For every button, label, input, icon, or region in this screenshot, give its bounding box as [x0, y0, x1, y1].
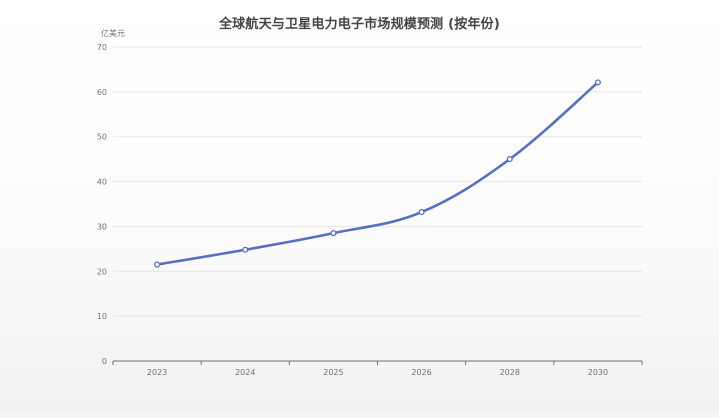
- data-point[interactable]: [242, 246, 249, 253]
- series-layer: [154, 79, 601, 268]
- y-tick-label: 30: [97, 222, 107, 231]
- data-point[interactable]: [330, 230, 337, 237]
- y-tick-label: 0: [102, 357, 107, 366]
- data-point[interactable]: [154, 261, 161, 268]
- series-line: [156, 81, 599, 266]
- y-tick-label: 10: [97, 312, 107, 321]
- y-tick-label: 20: [97, 267, 107, 276]
- data-point[interactable]: [418, 209, 425, 216]
- x-tick-label: 2030: [588, 368, 608, 377]
- y-tick-label: 40: [97, 178, 107, 187]
- y-tick-label: 50: [97, 133, 107, 142]
- data-point[interactable]: [594, 79, 601, 86]
- gridlines: [113, 46, 642, 317]
- x-tick-label: 2025: [323, 368, 343, 377]
- data-point[interactable]: [506, 156, 513, 163]
- x-tick-label: 2024: [235, 368, 255, 377]
- y-tick-label: 70: [97, 43, 107, 52]
- chart-title: 全球航天与卫星电力电子市场规模预测 (按年份): [218, 17, 500, 32]
- y-axis-unit-label: 亿美元: [101, 28, 125, 38]
- x-tick-label: 2023: [147, 368, 167, 377]
- x-tick-label: 2028: [500, 368, 520, 377]
- x-tick-label: 2026: [411, 368, 431, 377]
- y-tick-label: 60: [97, 88, 107, 97]
